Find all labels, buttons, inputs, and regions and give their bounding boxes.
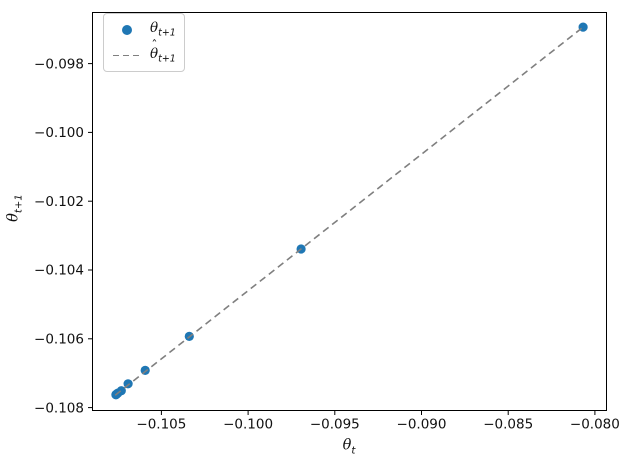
y-axis-subscript: t+1 xyxy=(13,194,25,214)
legend: θt+1 ˆ θt+1 xyxy=(103,13,185,72)
hat-accent: ˆ xyxy=(151,37,158,52)
x-tick-label: −0.105 xyxy=(136,417,186,433)
y-axis-label: θt+1 xyxy=(6,194,25,222)
legend-label-theta-hat: ˆ θt+1 xyxy=(150,37,176,65)
x-tick-label: −0.090 xyxy=(397,417,447,433)
y-tick-label: −0.102 xyxy=(34,194,84,210)
legend-swatch xyxy=(111,54,143,57)
y-tick-label: −0.100 xyxy=(34,125,84,141)
y-axis-symbol: θ xyxy=(5,213,22,222)
legend-item-theta: θt+1 xyxy=(111,19,176,40)
dashed-line-icon xyxy=(113,54,141,57)
x-tick-label: −0.095 xyxy=(310,417,360,433)
legend-label-theta: θt+1 xyxy=(150,20,176,39)
x-axis-subscript: t xyxy=(351,445,356,457)
y-tick-label: −0.098 xyxy=(34,56,84,72)
y-tick-label: −0.104 xyxy=(34,263,84,279)
axes-spines xyxy=(92,12,607,411)
x-tick-label: −0.080 xyxy=(570,417,620,433)
y-tick-label: −0.106 xyxy=(34,332,84,348)
x-axis-symbol: θ xyxy=(342,437,352,454)
x-tick-label: −0.085 xyxy=(483,417,533,433)
legend-swatch xyxy=(111,24,143,35)
scatter-marker-icon xyxy=(122,24,132,35)
legend-item-theta-hat: ˆ θt+1 xyxy=(111,37,176,66)
fit-dashed-line xyxy=(114,26,584,396)
y-tick-label: −0.108 xyxy=(34,400,84,416)
scatter-point xyxy=(140,365,150,375)
x-axis-label: θt xyxy=(343,438,356,457)
x-tick-label: −0.100 xyxy=(223,417,273,433)
